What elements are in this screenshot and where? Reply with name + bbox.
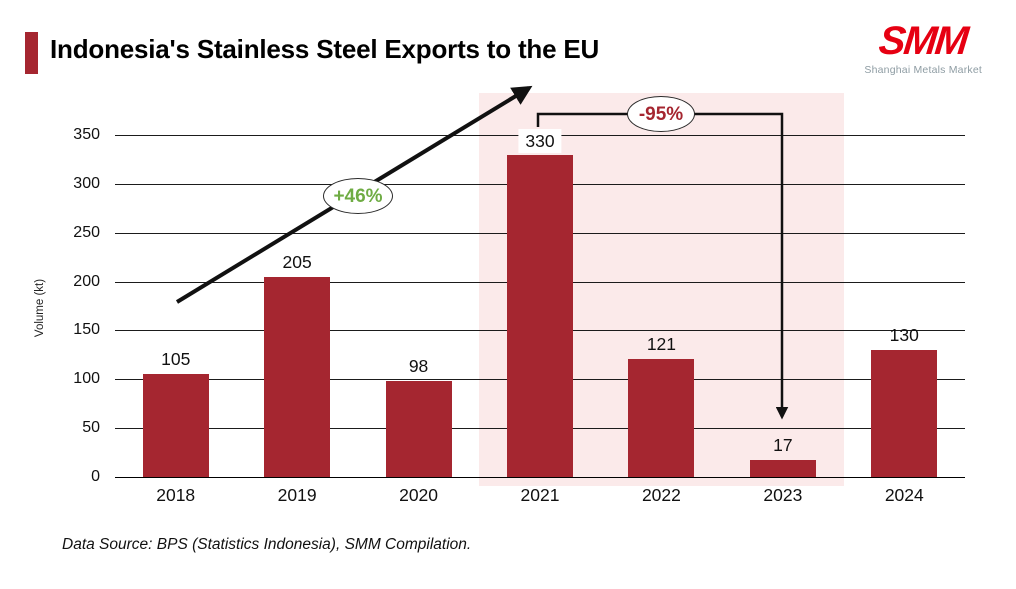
y-tick-label: 250	[73, 223, 100, 241]
x-axis-line	[115, 477, 965, 478]
page-title: Indonesia's Stainless Steel Exports to t…	[50, 33, 600, 64]
bar-value-label: 330	[518, 128, 562, 153]
bar-2021	[507, 154, 573, 477]
x-axis-label: 2021	[520, 485, 560, 505]
bar-2019	[264, 276, 331, 477]
bar-2024	[871, 349, 938, 477]
y-tick-label: 300	[73, 174, 100, 192]
title-accent-bar	[25, 32, 38, 74]
bar-2018	[142, 374, 209, 477]
bar-2022	[628, 358, 695, 477]
bar-value-label: 17	[773, 435, 793, 456]
x-axis-label: 2023	[763, 485, 803, 505]
y-tick-label: 50	[82, 419, 100, 437]
y-tick-label: 350	[73, 126, 100, 143]
data-source: Data Source: BPS (Statistics Indonesia),…	[62, 536, 472, 553]
x-axis-label: 2020	[399, 485, 439, 505]
bar-value-label: 98	[408, 356, 429, 377]
bar-value-label: 130	[889, 324, 919, 345]
y-tick-label: 150	[73, 321, 100, 339]
bar-value-label: 105	[161, 349, 191, 370]
y-tick-label: 0	[91, 468, 100, 485]
x-axis-label: 2022	[641, 485, 681, 505]
bar-2020	[385, 381, 452, 477]
smm-logo-subtitle: Shanghai Metals Market	[864, 64, 982, 76]
y-tick-label: 100	[73, 370, 100, 388]
growth-badge: +46%	[323, 178, 393, 214]
drop-badge: -95%	[627, 96, 695, 132]
x-axis-label: 2018	[156, 485, 196, 505]
x-axis-label: 2019	[277, 485, 317, 505]
y-tick-label: 200	[73, 272, 100, 290]
bar-value-label: 205	[282, 251, 312, 272]
bar-2023	[749, 460, 816, 477]
smm-logo: SMM Shanghai Metals Market	[864, 19, 982, 76]
bar-value-label: 121	[646, 333, 677, 354]
x-axis-label: 2024	[884, 485, 924, 505]
